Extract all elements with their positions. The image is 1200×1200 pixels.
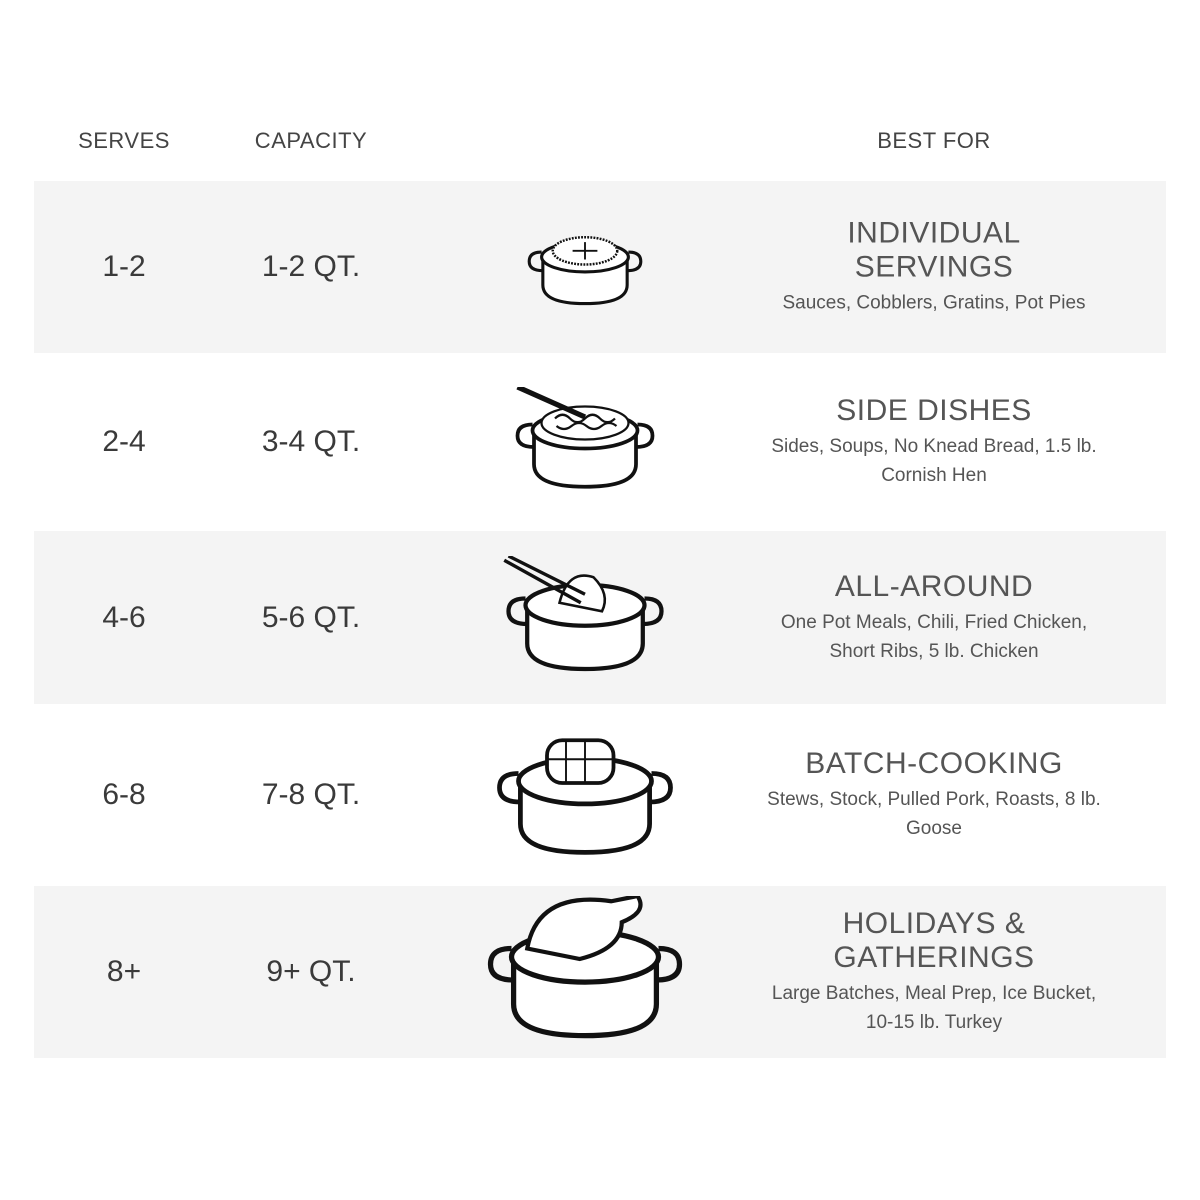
best-for-description: One Pot Meals, Chili, Fried Chicken, Sho… [780, 611, 1088, 662]
serves-value: 4-6 [102, 600, 146, 634]
best-for-title: ALL-AROUND [834, 569, 1034, 603]
header-capacity: CAPACITY [254, 128, 368, 153]
best-for-description: Stews, Stock, Pulled Pork, Roasts, 8 lb.… [767, 789, 1101, 839]
best-for: BATCH-COOKING Stews, Stock, Pulled Pork,… [724, 747, 1144, 843]
chicken-pot-icon [500, 553, 670, 680]
table-row: 1-2 1-2 QT. INDIVIDUAL SERVINGS Sauces, … [34, 181, 1166, 353]
serves-value: 6-8 [102, 778, 146, 811]
turkey-pot-icon [480, 893, 690, 1048]
table-row: 8+ 9+ QT. HOLIDAYS & GATHERINGS Large Ba… [34, 886, 1166, 1058]
best-for: INDIVIDUAL SERVINGS Sauces, Cobblers, Gr… [724, 217, 1144, 318]
header-best-for: BEST FOR [877, 128, 991, 153]
serves-value: 1-2 [102, 250, 146, 283]
best-for-description: Sides, Soups, No Knead Bread, 1.5 lb. Co… [771, 436, 1097, 486]
best-for-title: HOLIDAYS & GATHERINGS [833, 907, 1035, 974]
pasta-pot-icon [510, 384, 660, 497]
capacity-value: 5-6 QT. [261, 600, 361, 634]
table-row: 6-8 7-8 QT. BATCH-COOKING Stews, Stock, … [34, 704, 1166, 886]
table-row: 4-6 5-6 QT. ALL-AROUND One Pot Meals, Ch… [34, 531, 1166, 704]
header-serves: SERVES [78, 128, 170, 153]
pot-pie-icon [523, 221, 647, 313]
best-for-title: INDIVIDUAL SERVINGS [847, 216, 1021, 284]
best-for: HOLIDAYS & GATHERINGS Large Batches, Mea… [724, 907, 1144, 1037]
best-for-description: Large Batches, Meal Prep, Ice Bucket, 10… [771, 983, 1097, 1033]
capacity-value: 1-2 QT. [261, 250, 361, 283]
capacity-value: 9+ QT. [266, 955, 356, 988]
capacity-value: 7-8 QT. [261, 778, 361, 811]
best-for-title: SIDE DISHES [836, 394, 1032, 427]
serves-value: 2-4 [102, 425, 146, 458]
roast-pot-icon [490, 726, 680, 864]
best-for: SIDE DISHES Sides, Soups, No Knead Bread… [724, 394, 1144, 490]
best-for-description: Sauces, Cobblers, Gratins, Pot Pies [782, 292, 1086, 314]
best-for-title: BATCH-COOKING [805, 747, 1063, 780]
table-row: 2-4 3-4 QT. SIDE DISHES Sides, Soups, No… [34, 353, 1166, 531]
capacity-value: 3-4 QT. [261, 425, 361, 458]
serves-value: 8+ [106, 955, 142, 988]
best-for: ALL-AROUND One Pot Meals, Chili, Fried C… [724, 570, 1144, 666]
